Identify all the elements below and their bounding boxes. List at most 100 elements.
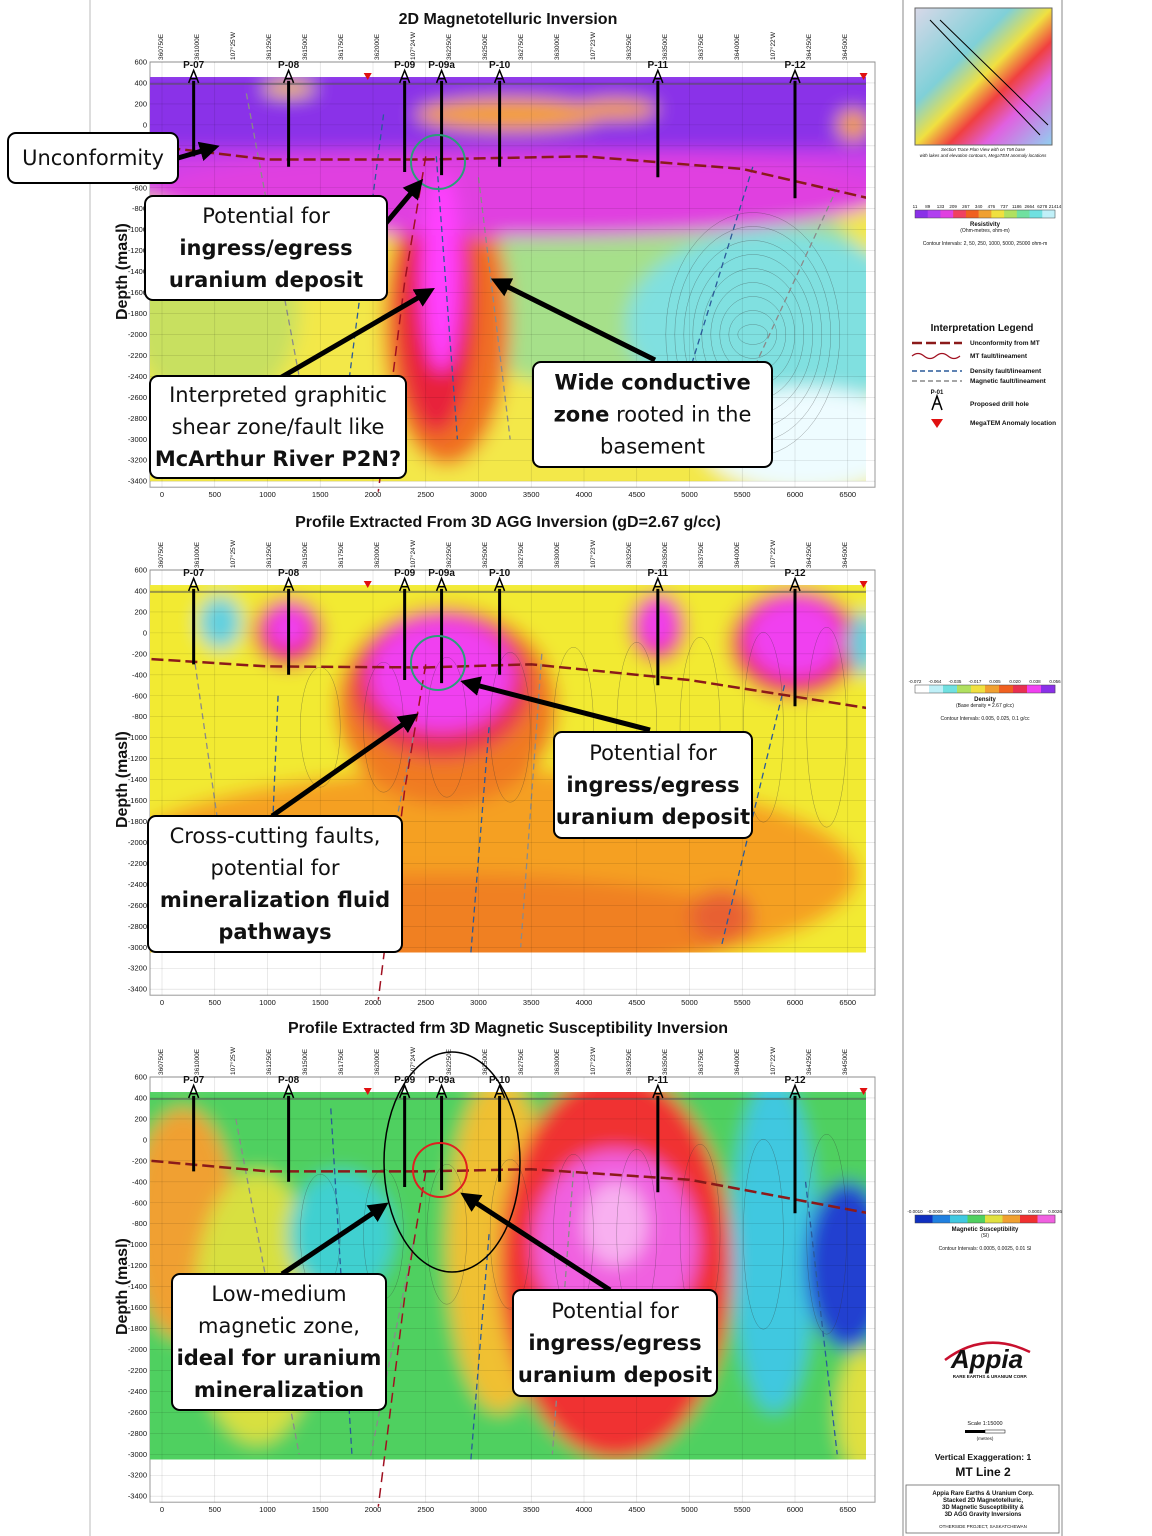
y-tick-label: -3400 — [128, 1492, 147, 1501]
y-tick-label: -1200 — [128, 754, 147, 763]
y-tick-label: -200 — [132, 1156, 147, 1165]
y-tick-label: -3400 — [128, 477, 147, 486]
colorbar-frame — [914, 209, 1056, 219]
panel-title: 2D Magnetotelluric Inversion — [399, 11, 618, 28]
coordinate-label: 363500E — [662, 1048, 669, 1075]
model-region — [573, 98, 658, 120]
x-tick-label: 2500 — [417, 1505, 434, 1514]
coordinate-label: 364000E — [734, 1048, 741, 1075]
drill-hole-label: P-10 — [489, 60, 511, 71]
coordinate-label: 107°25'W — [229, 1046, 237, 1075]
contour — [426, 1163, 468, 1305]
drill-hole-label: P-11 — [648, 1075, 669, 1086]
coordinate-label: 362750E — [518, 541, 525, 568]
coordinate-label: 362250E — [446, 33, 453, 60]
colorbar-swatch — [1002, 1215, 1021, 1223]
callout-text: Potential for — [589, 741, 717, 765]
megatem-anomaly — [859, 1087, 868, 1095]
contour-intervals: Contour Intervals: 0.0005, 0.0025, 0.01 … — [939, 1246, 1032, 1252]
highlight-circle — [412, 1142, 468, 1198]
colorbar-tick: 133 — [937, 204, 945, 209]
x-tick-label: 2500 — [417, 490, 434, 499]
drill-hole-label: P-07 — [183, 568, 205, 579]
project-name: OTHERSIDE PROJECT, SASKATCHEWAN — [939, 1524, 1027, 1529]
coordinate-label: 361250E — [266, 1048, 273, 1075]
colorbar-swatch — [943, 685, 958, 693]
y-tick-label: -2200 — [128, 1366, 147, 1375]
callout-text: Wide conductive — [554, 371, 750, 395]
callout-text: basement — [600, 435, 705, 459]
panel-title: Profile Extracted frm 3D Magnetic Suscep… — [288, 1020, 728, 1037]
legend-item: MegaTEM Anomaly location — [970, 420, 1056, 427]
drill-hole-label: P-09 — [394, 1075, 416, 1086]
y-tick-label: -1600 — [128, 1303, 147, 1312]
colorbar-tick: 476 — [988, 204, 996, 209]
callout-box — [532, 361, 773, 468]
x-tick-label: 5000 — [681, 1505, 698, 1514]
coordinate-label: 363000E — [554, 1048, 561, 1075]
fault-line — [470, 727, 490, 953]
y-tick-label: -2600 — [128, 901, 147, 910]
colorbar-tick: -0.017 — [969, 679, 982, 684]
coordinate-label: 363250E — [626, 541, 633, 568]
coordinate-label: 107°22'W — [769, 539, 777, 568]
x-tick-label: 3000 — [470, 490, 487, 499]
drill-hole-label: P-08 — [278, 1075, 300, 1086]
colorbar-subtitle: (SI) — [981, 1233, 989, 1239]
x-tick-label: 4000 — [576, 998, 593, 1007]
drill-rig — [282, 576, 295, 592]
callout-text: ingress/egress — [566, 773, 739, 797]
contour — [743, 631, 784, 823]
coordinate-label: 364000E — [734, 33, 741, 60]
y-tick-label: -1800 — [128, 817, 147, 826]
drill-rig — [789, 1083, 801, 1099]
x-tick-label: 1000 — [259, 998, 276, 1007]
callout-arrow — [460, 1192, 612, 1293]
coordinate-label: 360750E — [158, 33, 165, 60]
contour — [737, 324, 769, 345]
drill-rig — [435, 1083, 448, 1099]
y-tick-label: -800 — [132, 712, 147, 721]
callout-text: mineralization fluid — [160, 888, 390, 912]
callout-box — [144, 195, 388, 301]
callout-text: zone rooted in the — [554, 403, 752, 427]
x-tick-label: 3500 — [523, 998, 540, 1007]
contour-intervals: Contour Intervals: 0.005, 0.025, 0.1 g/c… — [941, 716, 1030, 722]
y-tick-label: -2400 — [128, 1387, 147, 1396]
coordinate-label: 107°25'W — [229, 31, 237, 60]
colorbar-frame — [914, 1214, 1056, 1224]
coordinate-label: 361750E — [338, 541, 345, 568]
colorbar-tick: 0.005 — [989, 679, 1001, 684]
x-tick-label: 4500 — [628, 1505, 645, 1514]
x-tick-label: 3000 — [470, 1505, 487, 1514]
contour — [300, 666, 341, 788]
x-tick-label: 0 — [160, 1505, 164, 1514]
fault-line — [477, 177, 511, 440]
panel-title: Profile Extracted From 3D AGG Inversion … — [295, 514, 721, 531]
legend-item: MT fault/lineament — [970, 353, 1028, 360]
highlight-circle — [410, 635, 466, 691]
coordinate-label: 364500E — [842, 33, 849, 60]
y-tick-label: -2800 — [128, 922, 147, 931]
coordinate-label: 361000E — [194, 541, 201, 568]
callout-segment: uranium deposit — [169, 268, 363, 292]
callout-box — [149, 375, 407, 479]
megatem-anomaly — [363, 72, 372, 80]
colorbar-tick: -0.035 — [949, 679, 962, 684]
colorbar-swatch — [927, 210, 941, 218]
x-tick-label: 5000 — [681, 998, 698, 1007]
y-tick-label: 0 — [143, 120, 147, 129]
callout-text: McArthur River P2N? — [155, 447, 401, 471]
model-region — [584, 1181, 648, 1266]
colorbar-swatch — [929, 685, 944, 693]
callout-segment: McArthur River P2N? — [155, 447, 401, 471]
megatem-anomaly — [363, 1087, 372, 1095]
callout-text: Low-medium — [211, 1282, 346, 1306]
coordinate-label: 361750E — [338, 1048, 345, 1075]
x-tick-label: 500 — [208, 998, 221, 1007]
y-tick-label: 0 — [143, 1135, 147, 1144]
colorbar-tick: 340 — [975, 204, 983, 209]
colorbar-tick: 2664 — [1025, 204, 1036, 209]
y-tick-label: -1600 — [128, 288, 147, 297]
drill-hole-label: P-09 — [394, 60, 416, 71]
